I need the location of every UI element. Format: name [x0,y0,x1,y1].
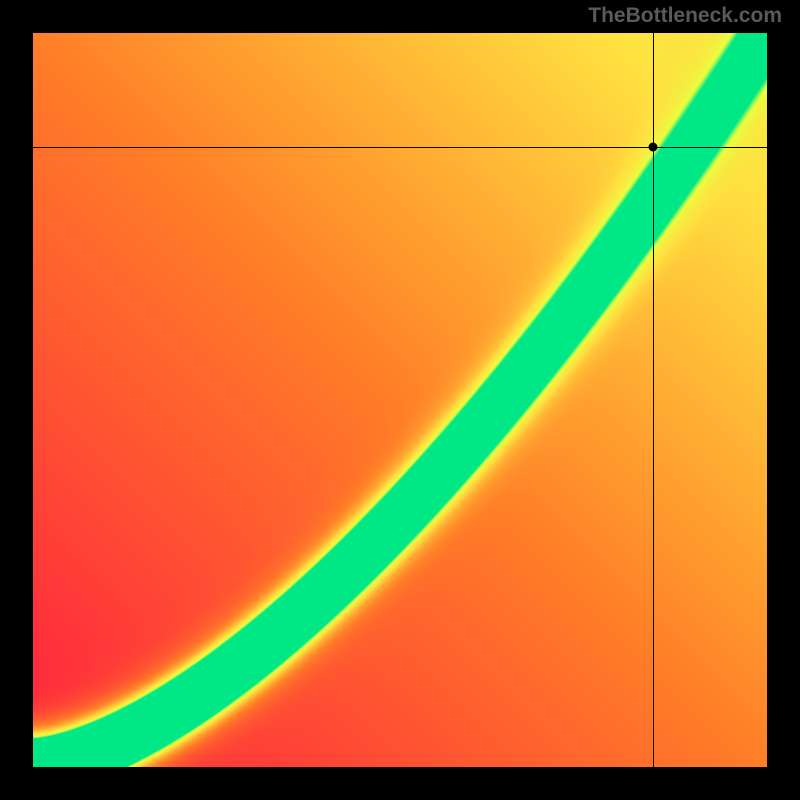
heatmap-plot [33,33,767,767]
heatmap-canvas [33,33,767,767]
crosshair-marker [649,142,658,151]
watermark-text: TheBottleneck.com [588,4,782,28]
